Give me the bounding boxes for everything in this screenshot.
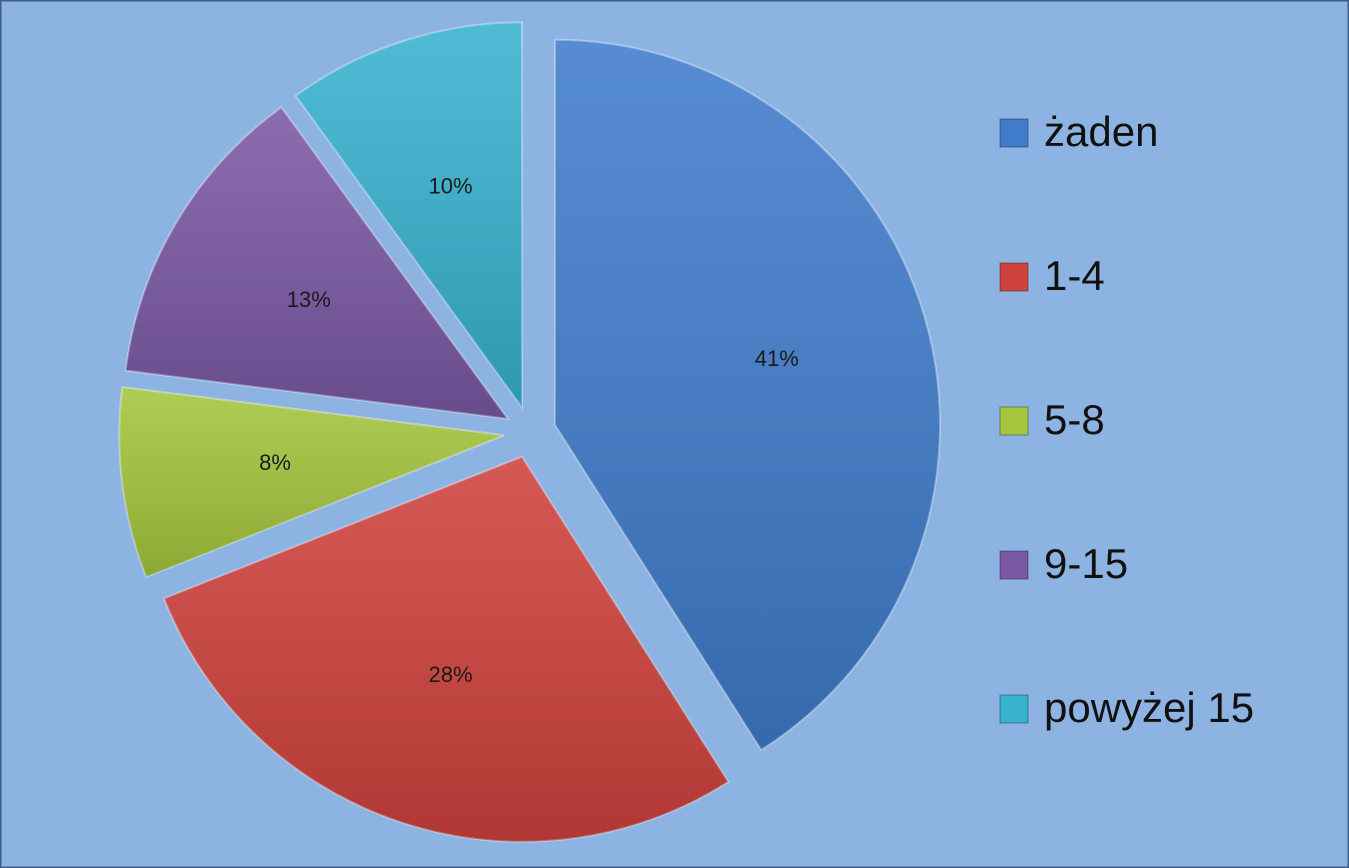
legend-swatch [999, 262, 1029, 292]
value-label: 41% [755, 346, 799, 371]
legend-label: powyżej 15 [1044, 684, 1254, 731]
legend-swatch [999, 550, 1029, 580]
value-label: 28% [429, 662, 473, 687]
value-label: 13% [287, 287, 331, 312]
legend-swatch [999, 118, 1029, 148]
slice-shade [295, 22, 522, 408]
legend-label: 9-15 [1044, 540, 1128, 587]
legend-label: 5-8 [1044, 396, 1105, 443]
legend-label: 1-4 [1044, 252, 1105, 299]
slice-shade [119, 387, 505, 577]
legend-label: żaden [1044, 108, 1158, 155]
slice-shade [554, 39, 940, 750]
legend-swatch [999, 694, 1029, 724]
value-label: 10% [429, 173, 473, 198]
value-label: 8% [259, 450, 291, 475]
legend-swatch [999, 406, 1029, 436]
slice-shade [125, 107, 508, 419]
slice-shade [164, 456, 729, 842]
